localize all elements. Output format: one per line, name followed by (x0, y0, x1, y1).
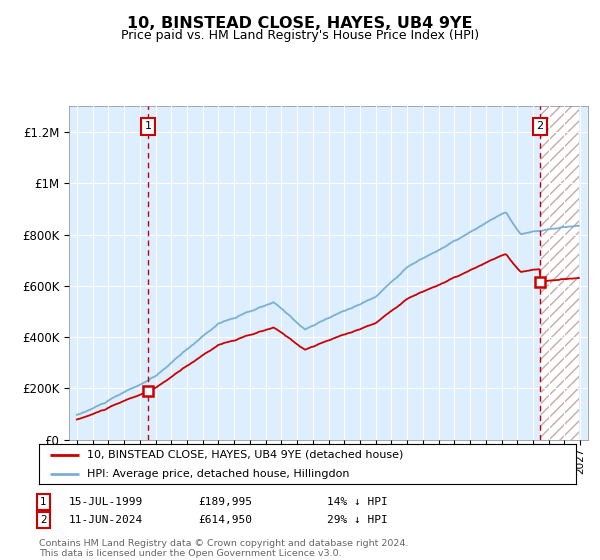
Text: 15-JUL-1999: 15-JUL-1999 (69, 497, 143, 507)
Text: 1: 1 (145, 122, 152, 132)
Text: Price paid vs. HM Land Registry's House Price Index (HPI): Price paid vs. HM Land Registry's House … (121, 29, 479, 42)
Text: 10, BINSTEAD CLOSE, HAYES, UB4 9YE (detached house): 10, BINSTEAD CLOSE, HAYES, UB4 9YE (deta… (88, 450, 404, 460)
Text: 11-JUN-2024: 11-JUN-2024 (69, 515, 143, 525)
Text: 29% ↓ HPI: 29% ↓ HPI (327, 515, 388, 525)
Text: £189,995: £189,995 (198, 497, 252, 507)
Text: 2: 2 (40, 515, 47, 525)
Text: 14% ↓ HPI: 14% ↓ HPI (327, 497, 388, 507)
Text: £614,950: £614,950 (198, 515, 252, 525)
Text: Contains HM Land Registry data © Crown copyright and database right 2024.
This d: Contains HM Land Registry data © Crown c… (39, 539, 409, 558)
Text: 10, BINSTEAD CLOSE, HAYES, UB4 9YE: 10, BINSTEAD CLOSE, HAYES, UB4 9YE (127, 16, 473, 31)
Text: 1: 1 (40, 497, 47, 507)
Text: HPI: Average price, detached house, Hillingdon: HPI: Average price, detached house, Hill… (88, 469, 350, 478)
Text: 2: 2 (536, 122, 544, 132)
